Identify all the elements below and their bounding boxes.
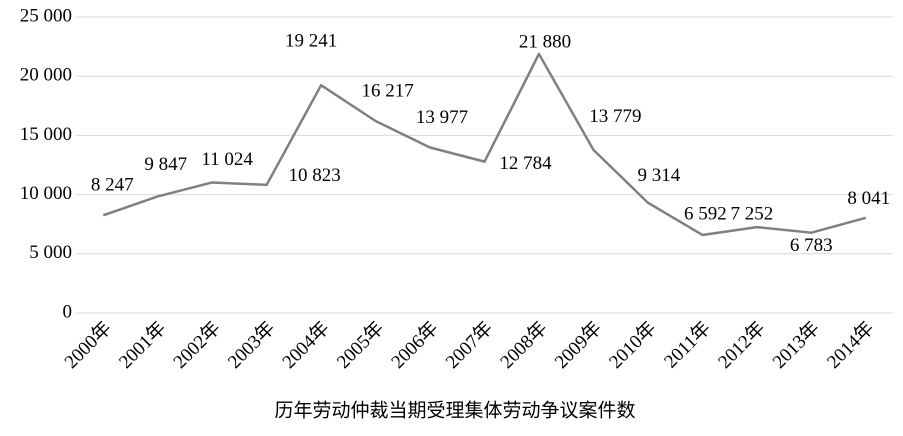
y-tick-label: 10 000: [20, 183, 72, 204]
data-label: 9 314: [638, 165, 681, 186]
x-tick-label: 2007年: [441, 317, 497, 373]
x-tick-label: 2012年: [714, 317, 770, 373]
y-tick-label: 5 000: [29, 242, 72, 263]
data-label: 9 847: [144, 154, 187, 175]
data-label: 13 977: [416, 107, 468, 128]
x-tick-label: 2011年: [660, 317, 715, 372]
data-label: 8 247: [91, 175, 134, 196]
x-tick-label: 2014年: [823, 317, 879, 373]
x-tick-label: 2013年: [768, 317, 824, 373]
x-tick-label: 2010年: [605, 317, 661, 373]
x-tick-label: 2001年: [114, 317, 170, 373]
data-label: 8 041: [847, 188, 890, 209]
y-tick-label: 25 000: [20, 5, 72, 26]
data-label: 6 783: [790, 235, 833, 256]
x-tick-label: 2006年: [387, 317, 443, 373]
data-label: 16 217: [361, 80, 413, 101]
x-tick-label: 2003年: [223, 317, 279, 373]
y-tick-label: 0: [63, 301, 73, 322]
x-tick-label: 2000年: [60, 317, 116, 373]
data-label: 10 823: [289, 165, 341, 186]
data-label: 6 592: [684, 203, 727, 224]
data-label: 11 024: [201, 149, 253, 170]
x-axis-title: 历年劳动仲裁当期受理集体劳动争议案件数: [274, 399, 635, 421]
data-label: 21 880: [519, 31, 571, 52]
data-label: 12 784: [499, 153, 552, 174]
data-label: 19 241: [285, 31, 337, 52]
data-label: 7 252: [730, 203, 773, 224]
x-tick-label: 2004年: [278, 317, 334, 373]
x-tick-label: 2002年: [169, 317, 225, 373]
y-tick-label: 15 000: [20, 124, 72, 145]
x-tick-label: 2009年: [550, 317, 606, 373]
data-label: 13 779: [589, 106, 641, 127]
data-line: [102, 52, 867, 237]
x-tick-label: 2005年: [332, 317, 388, 373]
x-tick-label: 2008年: [496, 317, 552, 373]
y-tick-label: 20 000: [20, 65, 72, 86]
